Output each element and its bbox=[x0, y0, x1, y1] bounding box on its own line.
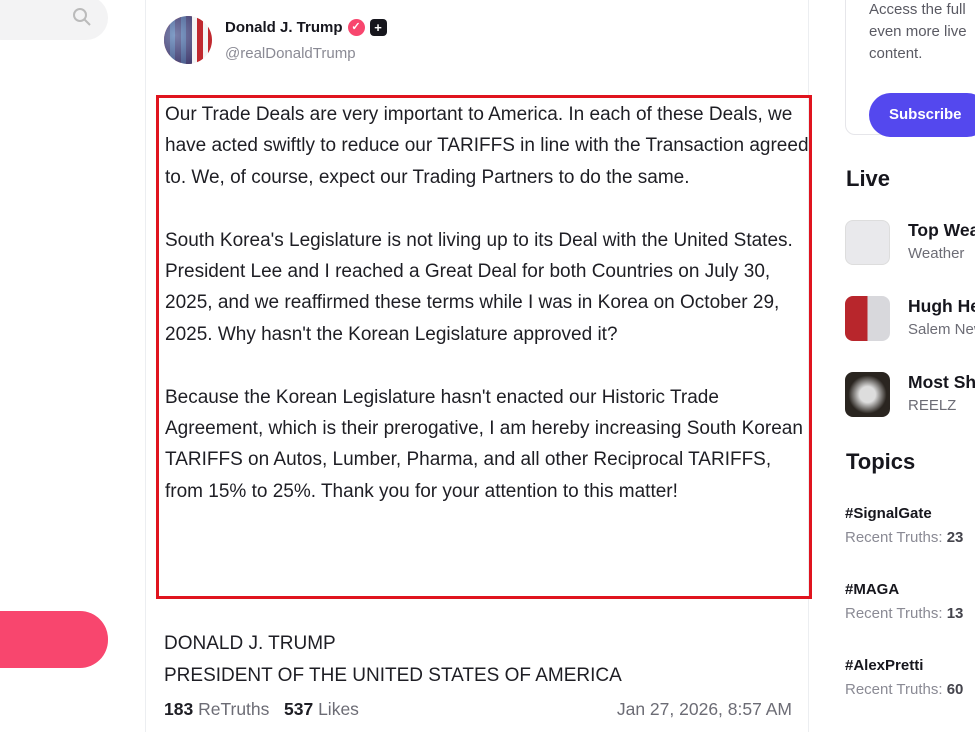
topic-count: 23 bbox=[946, 529, 964, 546]
topic-tag: #SignalGate bbox=[845, 505, 932, 522]
topic-label: Recent Truths: bbox=[845, 605, 943, 622]
post-paragraph: Our Trade Deals are very important to Am… bbox=[165, 104, 809, 188]
avatar[interactable] bbox=[164, 16, 212, 64]
subscribe-card: Access the full even more live content. bbox=[845, 0, 975, 135]
signature-line: DONALD J. TRUMP bbox=[164, 633, 336, 654]
topics-heading: Topics bbox=[846, 449, 916, 474]
live-source: REELZ bbox=[908, 397, 957, 414]
promo-text: even more live bbox=[869, 23, 967, 40]
post-paragraph: South Korea's Legislature is not living … bbox=[165, 229, 793, 345]
verified-badge-icon: ✓ bbox=[347, 19, 365, 36]
topic-item[interactable]: #SignalGate Recent Truths: 23 bbox=[845, 503, 963, 551]
live-title: Hugh Hewitt bbox=[908, 296, 975, 316]
tv-icon bbox=[845, 220, 890, 265]
post-timestamp[interactable]: Jan 27, 2026, 8:57 AM bbox=[616, 699, 792, 719]
likes-link[interactable]: 537 Likes bbox=[284, 699, 359, 719]
promo-text: content. bbox=[869, 45, 923, 62]
retruths-count: 183 bbox=[164, 699, 194, 719]
plus-badge-icon: + bbox=[369, 19, 387, 36]
live-item[interactable]: Most Shocking REELZ bbox=[845, 372, 975, 418]
live-thumbnail bbox=[845, 296, 890, 341]
topic-label: Recent Truths: bbox=[845, 681, 943, 698]
live-item[interactable]: Hugh Hewitt Salem News bbox=[845, 296, 975, 342]
live-title: Most Shocking bbox=[908, 372, 975, 392]
post-stats: 183 ReTruths 537 Likes Jan 27, 2026, 8:5… bbox=[164, 699, 792, 720]
author-handle[interactable]: @realDonaldTrump bbox=[225, 45, 356, 62]
live-source: Weather bbox=[908, 245, 965, 262]
post-signature: DONALD J. TRUMP PRESIDENT OF THE UNITED … bbox=[164, 628, 622, 692]
right-sidebar: Access the full even more live content. … bbox=[845, 0, 975, 732]
topic-item[interactable]: #AlexPretti Recent Truths: 60 bbox=[845, 655, 963, 703]
post-body: Our Trade Deals are very important to Am… bbox=[156, 95, 812, 599]
subscribe-button[interactable]: Subscribe bbox=[869, 93, 975, 137]
promo-text: Access the full bbox=[869, 1, 966, 18]
topic-count: 60 bbox=[946, 681, 964, 698]
topic-item[interactable]: #MAGA Recent Truths: 13 bbox=[845, 579, 963, 627]
search-icon bbox=[73, 8, 91, 26]
post-column: Donald J. Trump ✓ + @realDonaldTrump Our… bbox=[145, 0, 812, 732]
live-source: Salem News bbox=[908, 321, 975, 338]
post-paragraph: Because the Korean Legislature hasn't en… bbox=[165, 386, 803, 502]
likes-label: Likes bbox=[318, 699, 359, 719]
topic-count: 13 bbox=[946, 605, 964, 622]
retruths-link[interactable]: 183 ReTruths bbox=[164, 699, 269, 719]
signature-line: PRESIDENT OF THE UNITED STATES OF AMERIC… bbox=[164, 665, 622, 686]
likes-count: 537 bbox=[284, 699, 314, 719]
topic-tag: #MAGA bbox=[845, 581, 900, 598]
author-name-text: Donald J. Trump bbox=[225, 19, 343, 36]
live-title: Top Weather bbox=[908, 220, 975, 240]
retruths-label: ReTruths bbox=[198, 699, 270, 719]
author-name[interactable]: Donald J. Trump ✓ + bbox=[225, 19, 387, 36]
live-heading: Live bbox=[846, 166, 891, 191]
topic-label: Recent Truths: bbox=[845, 529, 943, 546]
truth-button[interactable] bbox=[0, 611, 108, 668]
search-input[interactable] bbox=[0, 0, 108, 40]
live-item[interactable]: Top Weather Weather bbox=[845, 220, 975, 266]
live-thumbnail bbox=[845, 372, 890, 417]
topic-tag: #AlexPretti bbox=[845, 657, 924, 674]
